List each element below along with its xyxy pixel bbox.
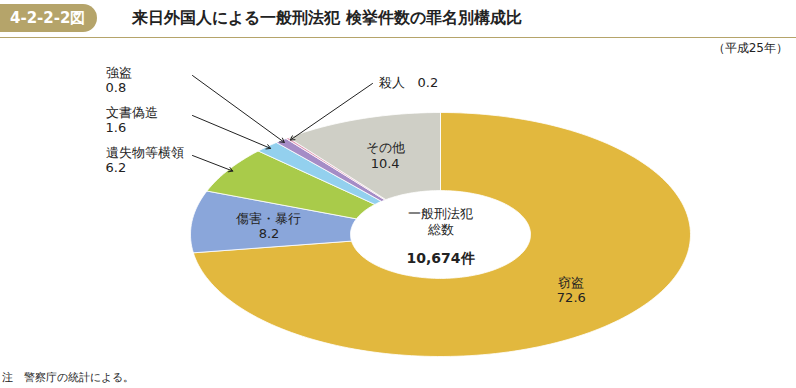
svg-text:傷害・暴行8.2: 傷害・暴行8.2 (235, 211, 301, 242)
svg-text:遺失物等横領6.2: 遺失物等横領6.2 (106, 145, 184, 176)
svg-text:強盗0.8: 強盗0.8 (106, 65, 132, 96)
svg-text:その他10.4: その他10.4 (366, 140, 405, 171)
html-text:注 警察庁の統計による。: 注 警察庁の統計による。 (2, 371, 134, 384)
html-text:来日外国人による一般刑法犯 検挙件数の罪名別構成比: 来日外国人による一般刑法犯 検挙件数の罪名別構成比 (132, 8, 522, 27)
svg-text:10,674件: 10,674件 (406, 250, 474, 266)
svg-text:殺人 0.2: 殺人 0.2 (379, 74, 439, 89)
html-text:4-2-2-2図: 4-2-2-2図 (10, 9, 86, 27)
html-text:（平成25年）: （平成25年） (712, 41, 788, 55)
svg-text:一般刑法犯総数: 一般刑法犯総数 (408, 206, 473, 237)
svg-text:窃盗72.6: 窃盗72.6 (557, 275, 586, 306)
svg-text:文書偽造1.6: 文書偽造1.6 (106, 105, 158, 136)
